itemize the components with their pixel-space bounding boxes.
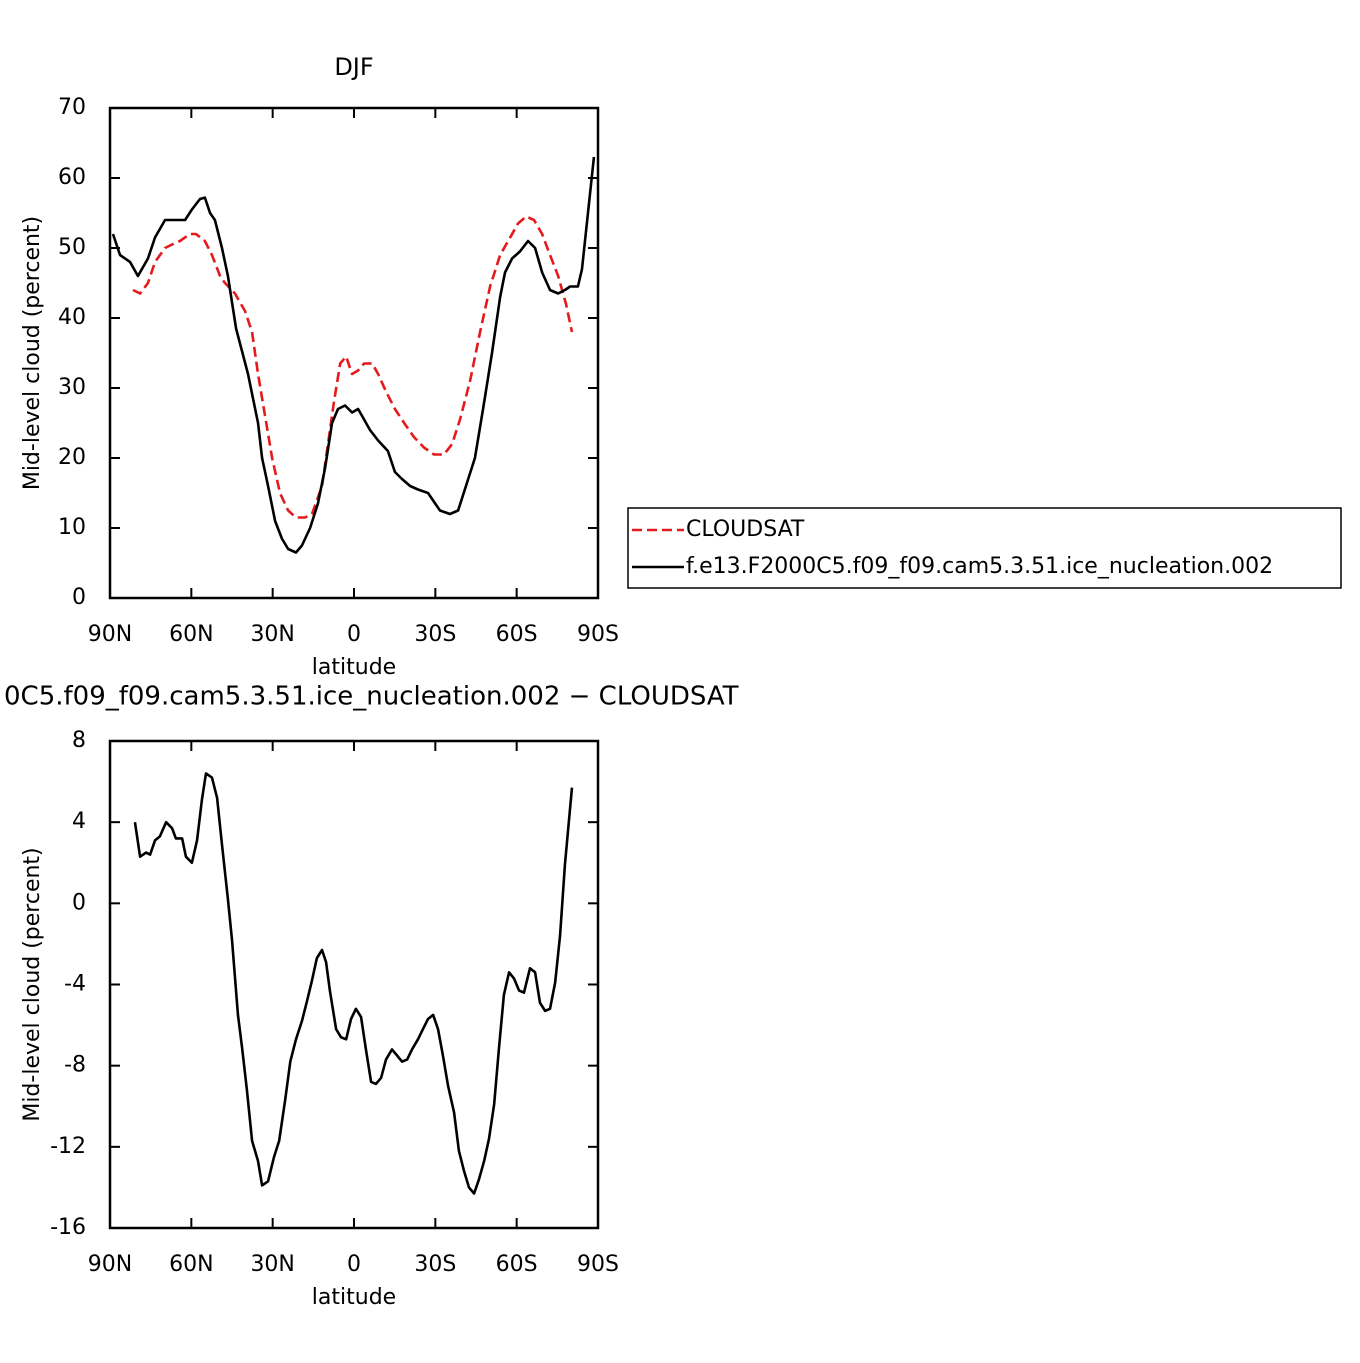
y-tick-label: -8 [64,1053,86,1078]
y-tick-label: -4 [64,972,86,997]
chart-title: DJF [334,53,373,81]
x-tick-label: 0 [347,622,361,647]
y-tick-label: -16 [50,1215,86,1240]
legend-label: CLOUDSAT [686,517,805,542]
y-tick-label: -12 [50,1134,86,1159]
data-line [111,156,596,554]
x-tick-label: 30N [250,622,294,647]
x-tick-label: 30S [414,1252,456,1277]
y-axis-label: Mid-level cloud (percent) [20,847,45,1121]
x-tick-label: 30N [250,1252,294,1277]
y-tick-label: 4 [72,809,86,834]
plot-frame [108,106,600,600]
y-tick-label: 20 [58,445,86,470]
x-axis-label: latitude [312,655,396,680]
data-line [132,215,574,519]
y-tick-label: 8 [72,728,86,753]
x-tick-label: 90S [577,1252,619,1277]
legend-box [627,507,1342,589]
chart-title: 0C5.f09_f09.cam5.3.51.ice_nucleation.002… [4,682,739,712]
x-tick-label: 60S [496,622,538,647]
x-tick-label: 90S [577,622,619,647]
y-tick-label: 70 [58,95,86,120]
x-tick-label: 0 [347,1252,361,1277]
y-tick-label: 10 [58,515,86,540]
y-tick-label: 0 [72,585,86,610]
x-tick-label: 30S [414,622,456,647]
x-tick-label: 60S [496,1252,538,1277]
y-axis-label: Mid-level cloud (percent) [20,216,45,490]
y-tick-label: 50 [58,235,86,260]
data-line [133,772,574,1195]
x-tick-label: 90N [88,1252,132,1277]
x-tick-label: 90N [88,622,132,647]
x-axis-label: latitude [312,1285,396,1310]
y-tick-label: 0 [72,890,86,915]
plot-frame [108,739,600,1230]
y-tick-label: 30 [58,375,86,400]
y-tick-label: 60 [58,165,86,190]
legend: CLOUDSAT f.e13.F2000C5.f09_f09.cam5.3.51.… [627,507,1342,589]
legend-label: f.e13.F2000C5.f09_f09.cam5.3.51.ice_nucl… [686,554,1273,579]
y-tick-label: 40 [58,305,86,330]
x-tick-label: 60N [169,1252,213,1277]
x-tick-label: 60N [169,622,213,647]
